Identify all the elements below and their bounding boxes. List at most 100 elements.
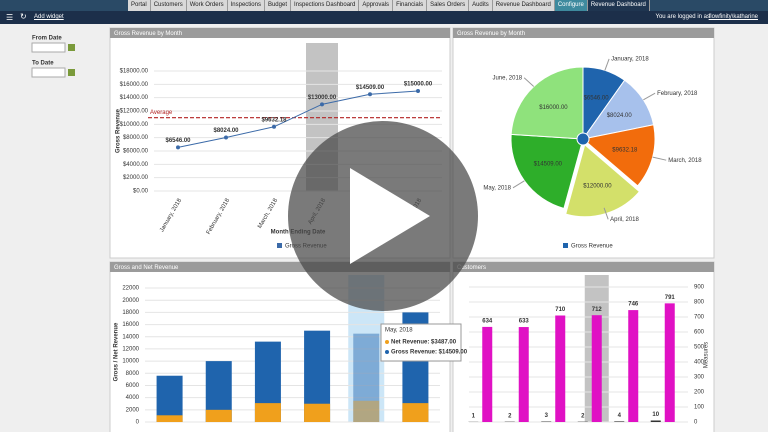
widget-header (453, 28, 714, 38)
tooltip-line: Gross Revenue: $14509.00 (391, 350, 468, 356)
y-tick-label: 18000 (122, 310, 139, 316)
slice-label: March, 2018 (668, 158, 702, 164)
from-date-input[interactable] (31, 42, 66, 53)
y-tick-label: 20000 (122, 298, 139, 304)
bar (205, 409, 232, 422)
tooltip (380, 323, 462, 362)
y-tick-label: 0 (136, 420, 140, 426)
y-tick-label: $12000.00 (120, 109, 149, 115)
point (224, 135, 228, 140)
bar (518, 327, 529, 422)
refresh-icon[interactable]: ↻ (20, 12, 27, 21)
slice-label: May, 2018 (483, 185, 511, 191)
value-label: 10 (652, 412, 659, 418)
tab[interactable]: Inspections Dashboard (291, 0, 360, 11)
add-widget[interactable]: Add widget (34, 14, 64, 20)
value-label: 633 (519, 319, 530, 325)
calendar-icon[interactable] (68, 69, 75, 76)
line (177, 90, 419, 148)
y-tick-label: 16000 (122, 322, 139, 328)
menu-icon[interactable]: ☰ (6, 13, 14, 22)
slice-value: $8024.00 (607, 113, 633, 119)
widget-title: Gross Revenue by Month (457, 31, 525, 37)
user-name[interactable]: flowfinity\katharine (708, 14, 758, 20)
y-tick-label: 14000 (122, 334, 139, 340)
leader-line (603, 207, 609, 220)
tab[interactable]: Revenue Dashboard (492, 0, 555, 11)
tab[interactable]: Configure (554, 0, 588, 11)
value-label: $14509.00 (356, 85, 385, 91)
value-label: 1 (472, 413, 476, 419)
tooltip-title: May, 2018 (385, 328, 413, 334)
play-icon[interactable] (350, 168, 430, 264)
value-label: 2 (581, 413, 585, 419)
to-date-label: To Date (32, 61, 54, 67)
slice-value: $12000.00 (583, 184, 612, 190)
tooltip-marker (385, 340, 389, 344)
widget-header (110, 262, 450, 272)
tooltip-marker (385, 350, 389, 354)
y-tick-label: $4000.00 (123, 162, 149, 168)
leader-line (523, 77, 535, 87)
bar (555, 315, 566, 422)
value-label: 746 (628, 302, 639, 308)
bar (353, 333, 380, 422)
y2-tick-label: 200 (694, 390, 705, 396)
tab[interactable]: Audits (469, 0, 493, 11)
tab-bar: Portal Customers Work Orders Inspections Bud… (0, 0, 768, 11)
tab[interactable]: Work Orders (186, 0, 228, 11)
widget-title: Gross and Net Revenue (114, 265, 179, 271)
slice-value: $9632.18 (612, 147, 638, 153)
tab[interactable]: Inspections (227, 0, 265, 11)
toolbar: ☰ ↻ Add widget You are logged in as flow… (0, 11, 768, 24)
bar (591, 315, 602, 422)
bar (664, 303, 675, 422)
slice-label: January, 2018 (611, 57, 649, 63)
slice-label: February, 2018 (657, 91, 698, 97)
tab[interactable]: Revenue Dashboard (587, 0, 650, 11)
y2-tick-label: 100 (694, 405, 705, 411)
tab[interactable]: Approvals (359, 0, 394, 11)
widget-title: Customers (457, 265, 486, 271)
tab[interactable]: Customers (150, 0, 187, 11)
bar (353, 400, 380, 422)
tab[interactable]: Sales Orders (427, 0, 470, 11)
y-axis-label: Gross / Net Revenue (114, 322, 120, 381)
value-label: 712 (592, 307, 603, 313)
value-label: $13000.00 (308, 95, 337, 101)
point (416, 89, 420, 93)
y-tick-label: 12000 (122, 347, 139, 353)
y-tick-label: 4000 (126, 395, 140, 401)
y2-tick-label: 300 (694, 375, 705, 381)
bar (628, 310, 639, 422)
tab[interactable]: Budget (264, 0, 291, 11)
widget-title: Gross Revenue by Month (114, 31, 182, 37)
value-label: 710 (555, 307, 566, 313)
y-tick-label: $16000.00 (120, 82, 149, 88)
y-tick-label: $14000.00 (120, 95, 149, 101)
to-date-input[interactable] (31, 67, 66, 78)
bar (156, 415, 183, 422)
value-label: 3 (545, 413, 549, 419)
bar (614, 421, 625, 422)
legend-label: Gross Revenue (571, 244, 613, 250)
calendar-icon[interactable] (68, 44, 75, 51)
value-label: 634 (482, 318, 493, 324)
tab[interactable]: Financials (393, 0, 428, 11)
pie-slice (510, 133, 584, 210)
y2-tick-label: 900 (694, 285, 705, 291)
value-label: 791 (665, 295, 676, 301)
tab[interactable]: Portal (128, 0, 151, 11)
point (272, 124, 276, 129)
value-label: $6546.00 (165, 138, 191, 144)
y-tick-label: $6000.00 (123, 149, 149, 155)
leader-line (652, 156, 667, 161)
slice-value: $14509.00 (534, 162, 563, 168)
value-label: 4 (618, 413, 622, 419)
slice-label: April, 2018 (610, 217, 639, 223)
y2-tick-label: 400 (694, 360, 705, 366)
bar (304, 403, 331, 422)
value-label: $15000.00 (404, 82, 433, 88)
